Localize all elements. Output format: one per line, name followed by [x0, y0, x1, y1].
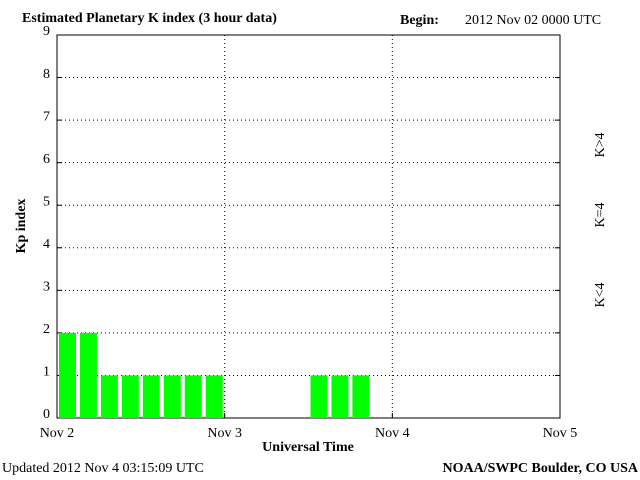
- bar: [121, 375, 139, 418]
- x-tick-label: Nov 2: [40, 426, 75, 441]
- y-tick-label: 1: [43, 365, 50, 380]
- y-tick-label: 7: [43, 109, 50, 124]
- begin-value: 2012 Nov 02 0000 UTC: [465, 13, 601, 28]
- bar: [331, 375, 349, 418]
- y-tick-label: 0: [43, 407, 50, 422]
- bar: [100, 375, 118, 418]
- source: NOAA/SWPC Boulder, CO USA: [442, 461, 638, 476]
- bar: [59, 332, 76, 418]
- chart-title: Estimated Planetary K index (3 hour data…: [22, 11, 277, 26]
- legend-label: K>4: [593, 132, 608, 157]
- y-tick-label: 3: [43, 280, 50, 295]
- y-tick-label: 6: [43, 152, 50, 167]
- legend-label: K=4: [593, 202, 608, 227]
- y-axis-label: Kp index: [14, 199, 29, 254]
- updated: Updated 2012 Nov 4 03:15:09 UTC: [2, 461, 204, 476]
- x-axis-label: Universal Time: [262, 440, 354, 455]
- bar: [79, 332, 97, 418]
- x-tick-label: Nov 5: [543, 426, 578, 441]
- legend-label: K<4: [593, 282, 608, 307]
- bar: [184, 375, 202, 418]
- bar: [163, 375, 181, 418]
- bar: [310, 375, 328, 418]
- bar: [205, 375, 223, 418]
- bar: [352, 375, 370, 418]
- plot-frame: [56, 34, 561, 419]
- bar: [142, 375, 160, 418]
- y-tick-label: 4: [43, 237, 50, 252]
- x-tick-label: Nov 4: [375, 426, 410, 441]
- y-tick-label: 5: [43, 194, 50, 209]
- y-tick-label: 8: [43, 67, 50, 82]
- begin-label: Begin:: [400, 13, 439, 28]
- x-tick-label: Nov 3: [207, 426, 242, 441]
- y-tick-label: 2: [43, 322, 50, 337]
- y-tick-label: 9: [43, 24, 50, 39]
